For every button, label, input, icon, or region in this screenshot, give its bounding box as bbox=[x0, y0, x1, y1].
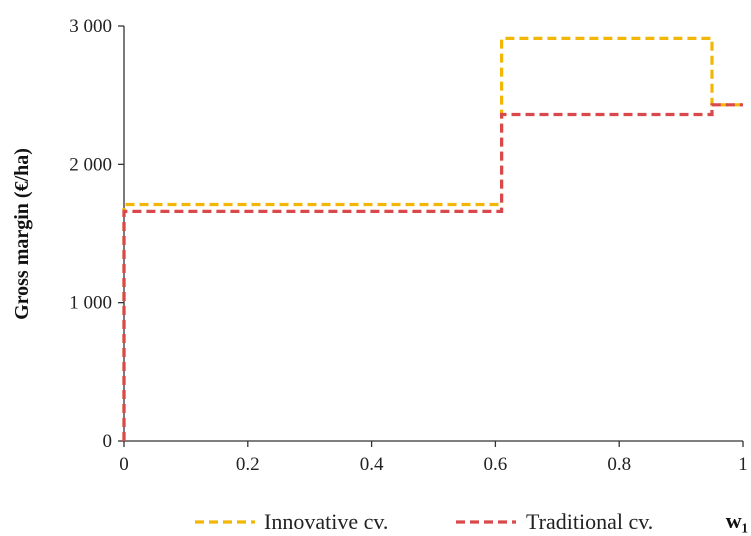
plot-area: 0 1 000 2 000 3 000 0 0.2 0.4 0.6 0.8 1 bbox=[69, 16, 748, 475]
x-tick-label: 0.4 bbox=[360, 454, 384, 475]
y-axis-ticks: 0 1 000 2 000 3 000 bbox=[69, 16, 124, 452]
y-tick-label: 0 bbox=[103, 431, 113, 452]
x-tick-label: 0 bbox=[119, 454, 129, 475]
y-tick-label: 1 000 bbox=[69, 293, 112, 314]
legend-item: Innovative cv. bbox=[195, 509, 388, 534]
legend: Innovative cv. Traditional cv. bbox=[195, 509, 653, 534]
x-tick-label: 0.8 bbox=[607, 454, 631, 475]
x-axis-ticks: 0 0.2 0.4 0.6 0.8 1 bbox=[119, 441, 748, 475]
x-axis-title: w₁ bbox=[726, 508, 748, 533]
x-tick-label: 0.2 bbox=[236, 454, 260, 475]
y-tick-label: 2 000 bbox=[69, 154, 112, 175]
series-layer bbox=[122, 36, 743, 441]
series-line-1 bbox=[122, 36, 743, 441]
legend-label: Traditional cv. bbox=[526, 509, 653, 534]
legend-item: Traditional cv. bbox=[456, 509, 653, 534]
legend-label: Innovative cv. bbox=[264, 509, 388, 534]
x-tick-label: 0.6 bbox=[484, 454, 508, 475]
series-line-2 bbox=[122, 103, 743, 441]
y-axis-title: Gross margin (€/ha) bbox=[11, 148, 33, 320]
x-tick-label: 1 bbox=[738, 454, 748, 475]
y-tick-label: 3 000 bbox=[69, 16, 112, 37]
